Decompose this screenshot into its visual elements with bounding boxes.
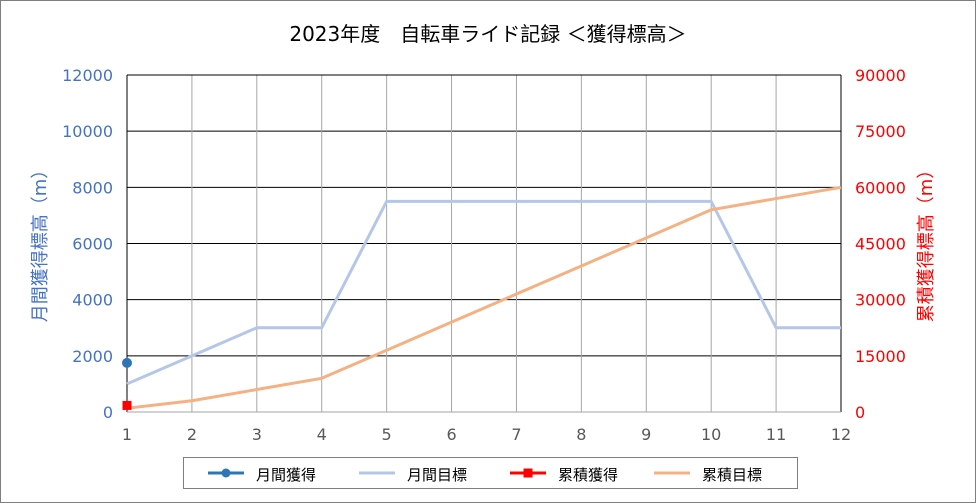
y-right-tick-label: 0 <box>855 403 865 422</box>
legend-item: 月間獲得 <box>204 458 344 488</box>
x-tick-label: 8 <box>576 425 586 444</box>
legend-label: 月間獲得 <box>256 466 317 484</box>
x-tick-label: 1 <box>122 425 132 444</box>
x-tick-label: 2 <box>187 425 197 444</box>
legend-item: 月間目標 <box>355 458 495 488</box>
x-tick-label: 5 <box>382 425 392 444</box>
x-tick-label: 9 <box>641 425 651 444</box>
y-left-tick-label: 8000 <box>72 178 113 197</box>
x-tick-label: 11 <box>766 425 786 444</box>
y-left-tick-label: 4000 <box>72 291 113 310</box>
legend-key-marker <box>523 468 533 478</box>
legend-key <box>510 468 546 478</box>
series-point-2 <box>122 400 132 410</box>
y-left-tick-label: 12000 <box>62 66 113 85</box>
series-point-0 <box>122 357 132 368</box>
x-tick-label: 6 <box>446 425 456 444</box>
y-right-axis-title: 累積獲得標高（m） <box>916 161 937 323</box>
legend-label: 月間目標 <box>407 466 468 484</box>
legend-label: 累積目標 <box>702 466 763 484</box>
series-line-3 <box>126 185 842 410</box>
legend-item: 累積獲得 <box>506 458 646 488</box>
y-right-tick-label: 60000 <box>855 178 906 197</box>
x-tick-label: 10 <box>701 425 721 444</box>
y-right-tick-label: 30000 <box>855 291 906 310</box>
x-tick-label: 3 <box>252 425 262 444</box>
y-left-axis-title: 月間獲得標高（m） <box>30 161 51 323</box>
legend: 月間獲得 月間目標 累積獲得 累積目標 <box>183 457 798 489</box>
chart-title: 2023年度 自転車ライド記録 ＜獲得標高＞ <box>289 22 687 46</box>
y-left-tick-label: 10000 <box>62 122 113 141</box>
legend-key <box>654 471 690 475</box>
legend-item: 累積目標 <box>650 458 790 488</box>
x-tick-label: 7 <box>511 425 521 444</box>
y-left-tick-label: 2000 <box>72 347 113 366</box>
legend-key <box>359 471 395 475</box>
legend-key-marker <box>221 468 231 478</box>
y-right-tick-label: 75000 <box>855 122 906 141</box>
series-line-1 <box>126 199 841 386</box>
legend-label: 累積獲得 <box>558 466 619 484</box>
y-right-tick-label: 90000 <box>855 66 906 85</box>
y-right-tick-label: 45000 <box>855 235 906 254</box>
x-tick-label: 4 <box>317 425 327 444</box>
legend-key <box>208 468 244 478</box>
y-right-tick-label: 15000 <box>855 347 906 366</box>
y-left-tick-label: 0 <box>103 403 113 422</box>
x-tick-label: 12 <box>831 425 851 444</box>
y-left-tick-label: 6000 <box>72 235 113 254</box>
